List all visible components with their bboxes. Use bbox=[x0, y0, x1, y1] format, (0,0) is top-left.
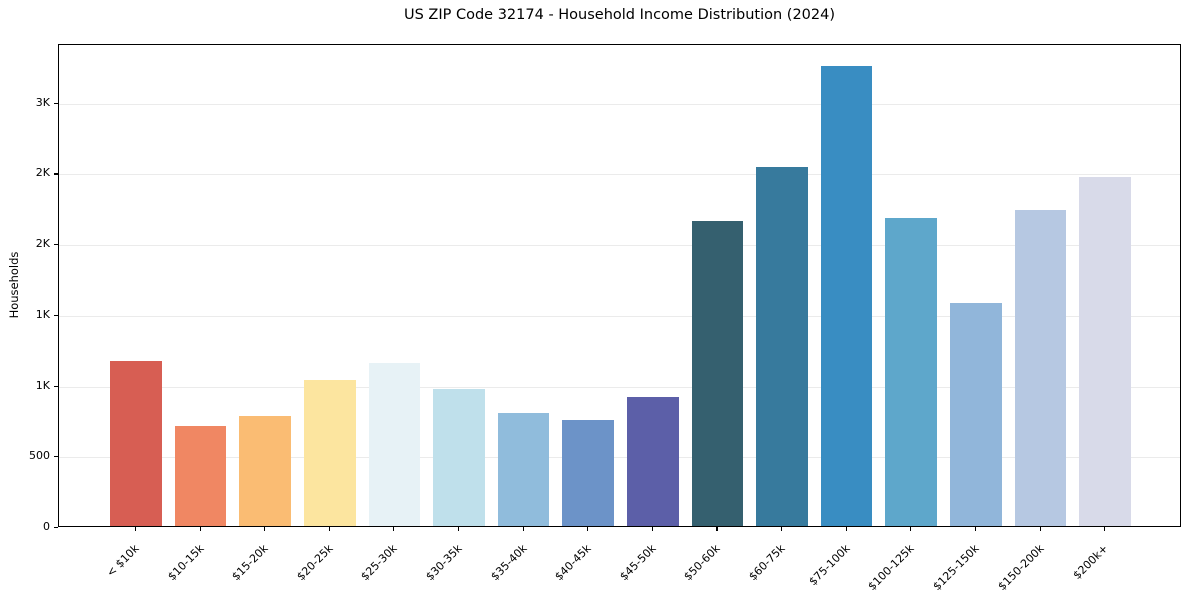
gridline bbox=[59, 245, 1180, 247]
y-tick-mark bbox=[54, 456, 58, 458]
y-tick-label: 0 bbox=[43, 520, 50, 533]
bar bbox=[562, 419, 614, 526]
gridline bbox=[59, 103, 1180, 105]
bar bbox=[303, 380, 356, 526]
x-tick-mark bbox=[134, 527, 137, 531]
y-tick-label: 1K bbox=[35, 378, 50, 392]
x-tick-mark bbox=[458, 527, 460, 531]
x-tick-mark bbox=[716, 527, 718, 531]
y-tick-mark bbox=[54, 314, 58, 316]
bar bbox=[368, 363, 421, 526]
x-tick-mark bbox=[264, 527, 266, 531]
y-tick-label: 2K bbox=[35, 237, 50, 251]
bar bbox=[627, 397, 679, 526]
x-tick-mark bbox=[328, 527, 330, 531]
gridline bbox=[59, 386, 1180, 388]
bar bbox=[950, 303, 1002, 526]
x-tick-mark bbox=[393, 527, 395, 531]
y-tick-mark bbox=[54, 527, 58, 529]
bar bbox=[885, 217, 938, 526]
x-tick-mark bbox=[199, 527, 201, 531]
gridline bbox=[59, 174, 1180, 176]
y-tick-label: 500 bbox=[29, 449, 50, 463]
x-tick-mark bbox=[522, 527, 524, 531]
y-tick-label: 1K bbox=[35, 307, 50, 321]
bar bbox=[110, 360, 162, 526]
bar bbox=[433, 388, 485, 526]
x-tick-mark bbox=[910, 527, 912, 531]
bar bbox=[691, 220, 744, 526]
x-tick-mark bbox=[587, 527, 589, 531]
x-tick-mark bbox=[781, 527, 783, 531]
bar bbox=[497, 412, 550, 526]
x-tick-mark bbox=[974, 527, 977, 531]
gridline bbox=[59, 315, 1180, 317]
y-tick-label: 2K bbox=[35, 166, 50, 180]
bar bbox=[174, 425, 227, 526]
plot-area bbox=[58, 44, 1181, 527]
y-tick-mark bbox=[54, 102, 58, 104]
x-tick-label: < $10k bbox=[103, 541, 142, 580]
chart-title: US ZIP Code 32174 - Household Income Dis… bbox=[403, 7, 836, 23]
x-tick-mark bbox=[1104, 527, 1106, 531]
x-tick-mark bbox=[1039, 527, 1041, 531]
y-tick-label: 3K bbox=[35, 95, 50, 109]
bar bbox=[239, 415, 291, 526]
bar bbox=[1014, 209, 1067, 526]
gridline bbox=[59, 457, 1180, 459]
x-tick-mark bbox=[845, 527, 847, 531]
x-tick-mark bbox=[651, 527, 653, 531]
bar bbox=[820, 66, 873, 526]
bar bbox=[1079, 177, 1131, 526]
bar bbox=[756, 166, 808, 526]
y-tick-mark bbox=[54, 173, 58, 175]
y-tick-mark bbox=[54, 244, 58, 246]
y-tick-mark bbox=[54, 385, 58, 387]
